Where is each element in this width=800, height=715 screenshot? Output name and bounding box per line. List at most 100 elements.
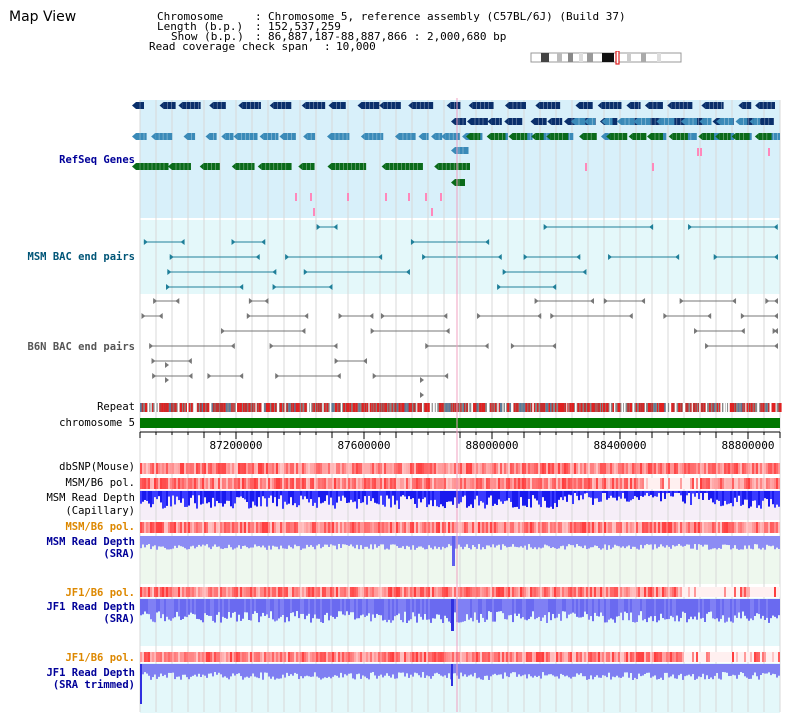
dbsnp-band [500,463,502,474]
dbsnp-band [250,463,252,474]
repeat-block [532,403,535,412]
b6n-bac-pair-head [220,328,225,334]
track-label-b6n-bac[interactable]: B6N BAC end pairs [27,341,135,353]
msm-pol-band-1 [236,478,238,489]
msm-depth-cap-bar [734,491,736,498]
repeat-block [440,403,442,412]
msm-pol-band-2 [656,522,658,533]
dbsnp-band [744,463,746,474]
jf1-trim-bar [302,664,304,679]
jf1-pol-band-2 [524,652,526,662]
repeat-block [298,403,300,412]
msm-pol-band-2 [152,522,154,533]
jf1-pol-band-1 [730,587,732,597]
msm-depth-cap-bar [372,491,374,499]
msm-depth-sra-bar [654,536,656,545]
jf1-depth-bar [274,599,276,622]
msm-depth-sra-bar [168,536,170,550]
track-label-msm-bac[interactable]: MSM BAC end pairs [27,251,135,263]
jf1-pol-band-2 [314,652,316,662]
msm-depth-sra-bar [508,536,510,547]
jf1-pol-band-1 [688,587,690,597]
jf1-pol-band-2 [562,652,564,662]
dbsnp-band [580,463,582,474]
msm-pol-band-1 [294,478,296,489]
msm-pol-band-1 [218,478,220,489]
coverage-value: 10,000 [336,40,376,53]
jf1-pol-band-2 [184,652,186,662]
msm-pol-band-2 [268,522,270,533]
repeat-block [551,403,554,412]
jf1-trim-bar [388,664,390,676]
repeat-block [394,403,397,412]
dbsnp-band [732,463,734,474]
msm-depth-sra-bar [304,536,306,549]
dbsnp-band [676,463,678,474]
jf1-pol-band-2 [620,652,622,662]
jf1-trim-bar [226,664,228,678]
track-label-refseq[interactable]: RefSeq Genes [59,154,135,166]
jf1-depth-bar [420,599,422,617]
jf1-trim-bar [576,664,578,674]
jf1-depth-bar [588,599,590,620]
jf1-trim-bar [682,664,684,680]
length-value: 152,537,259 [268,20,341,33]
refseq-gene-arrow [535,102,540,109]
msm-pol-band-2 [296,522,298,533]
jf1-depth-bar [186,599,188,618]
jf1-depth-bar [474,599,476,613]
jf1-depth-bar [432,599,434,619]
dbsnp-band [462,463,464,474]
refseq-gene [601,102,622,109]
chromosome-ideogram[interactable] [527,51,687,65]
msm-pol-band-1 [728,478,730,489]
dbsnp-band [180,463,182,474]
refseq-gene [534,118,547,125]
jf1-trim-bar [414,664,416,673]
msm-depth-sra-bar [478,536,480,545]
msm-pol-band-1 [730,478,732,489]
msm-depth-sra-bar [314,536,316,550]
msm-bac-track[interactable] [143,224,778,290]
msm-pol-band-1 [626,478,628,489]
msm-depth-sra-bar [442,536,444,547]
msm-depth-cap-bar [752,491,754,501]
refseq-gene [575,118,585,125]
jf1-pol-band-1 [708,587,710,597]
jf1-pol-band-1 [446,587,448,597]
refseq-gene [490,133,506,140]
jf1-pol-band-2 [552,652,554,662]
msm-depth-sra-bar [160,536,162,547]
refseq-gene-track[interactable] [132,102,780,216]
msm-depth-sra-bar [596,536,598,546]
jf1-pol-band-2 [380,652,382,662]
msm-depth-sra-bar [280,536,282,546]
msm-pol-band-2 [590,522,592,533]
repeat-block [290,403,293,412]
msm-pol-band-2 [160,522,162,533]
jf1-depth-bar [492,599,494,622]
msm-depth-sra-bar [360,536,362,546]
jf1-pol-band-1 [216,587,218,597]
jf1-depth-bar [206,599,208,616]
jf1-trim-bar [520,664,522,677]
b6n-bac-track[interactable] [141,298,778,398]
repeat-block [609,403,611,412]
msm-depth-sra-bar [722,536,724,545]
jf1-depth-bar [252,599,254,614]
msm-pol-band-1 [722,478,724,489]
dbsnp-band [618,463,620,474]
jf1-trim-bar [712,664,714,680]
msm-depth-sra-bar [604,536,606,545]
repeat-block [312,403,314,412]
msm-depth-cap-bar [452,491,454,505]
msm-pol-band-2 [670,522,672,533]
repeat-block [445,403,448,412]
msm-depth-cap-bar [218,491,220,504]
dbsnp-band [284,463,286,474]
dbsnp-band [748,463,750,474]
msm-pol-band-1 [548,478,550,489]
jf1-pol-band-1 [422,587,424,597]
jf1-pol-band-1 [568,587,570,597]
